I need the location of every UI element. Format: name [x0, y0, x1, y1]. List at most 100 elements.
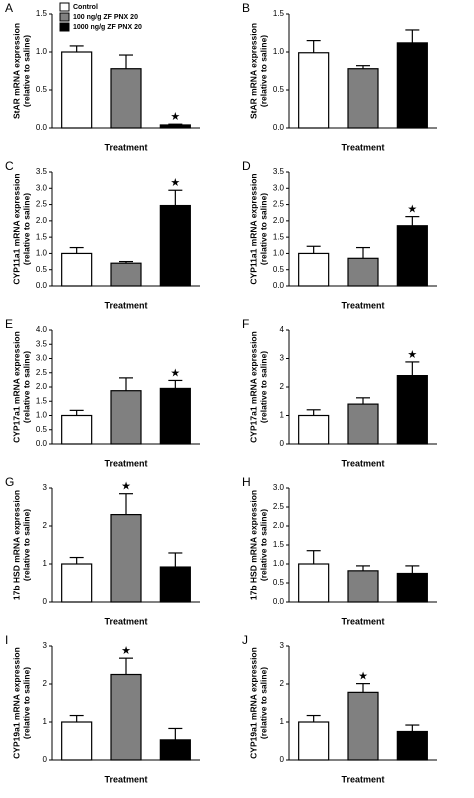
y-tick-label: 0.5 [273, 85, 285, 94]
y-tick-label: 1.0 [273, 559, 285, 568]
legend-label: Control [73, 4, 98, 11]
panel-label: A [5, 1, 13, 15]
bar [347, 691, 379, 761]
panel: B 0.0 0.5 1.0 1.5 StAR mRNA expression (relati… [242, 1, 437, 152]
bar [298, 52, 330, 129]
y-tick-label: 1.5 [273, 232, 285, 241]
y-tick-label: 0.0 [36, 281, 48, 290]
y-axis-label: CYP11a1 mRNA expression [11, 173, 21, 284]
significance-marker: ★ [407, 349, 417, 361]
y-tick-label: 2.5 [36, 368, 48, 377]
x-axis-label: Treatment [104, 458, 147, 468]
x-axis-label: Treatment [104, 616, 147, 626]
y-tick-label: 1.5 [36, 9, 48, 18]
y-axis-label: CYP19a1 mRNA expression [11, 647, 21, 759]
panel-label: D [242, 159, 251, 173]
x-axis-label: Treatment [341, 300, 384, 310]
y-axis-label: (relative to saline) [21, 35, 31, 107]
y-tick-label: 1.5 [36, 396, 48, 405]
bar [61, 563, 93, 603]
y-tick-label: 3.0 [273, 183, 285, 192]
y-tick-label: 3.5 [36, 339, 48, 348]
y-axis-label: (relative to saline) [21, 667, 31, 739]
panel: C 0.0 0.5 1.0 1.5 2.0 2.5 3.0 3.5 CYP11a1 mRNA ex… [5, 159, 200, 310]
y-axis-label: StAR mRNA expression [11, 23, 21, 119]
y-axis-label: (relative to saline) [21, 351, 31, 423]
significance-marker: ★ [407, 204, 417, 216]
bar [347, 403, 379, 445]
y-axis-label: StAR mRNA expression [248, 23, 258, 119]
y-tick-label: 2 [280, 382, 285, 391]
panel-label: H [242, 475, 251, 489]
bar [110, 262, 142, 287]
y-tick-label: 0.5 [36, 265, 48, 274]
y-axis-label: (relative to saline) [258, 351, 268, 423]
y-tick-label: 1.0 [36, 47, 48, 56]
significance-marker: ★ [121, 645, 131, 657]
significance-marker: ★ [170, 111, 180, 123]
x-axis-label: Treatment [104, 142, 147, 152]
y-tick-label: 3 [280, 641, 285, 650]
y-tick-label: 2.5 [273, 502, 285, 511]
y-tick-label: 2.0 [36, 382, 48, 391]
bar [396, 375, 428, 445]
y-axis-label: (relative to saline) [258, 509, 268, 581]
bar [61, 252, 93, 287]
y-tick-label: 2.0 [273, 216, 285, 225]
y-tick-label: 3.0 [36, 183, 48, 192]
x-axis-label: Treatment [341, 142, 384, 152]
bar [61, 414, 93, 445]
bar [110, 68, 142, 129]
y-axis-label: CYP17a1 mRNA expression [11, 331, 21, 443]
panel-label: I [5, 633, 8, 647]
y-axis-label: CYP19a1 mRNA expression [248, 647, 258, 759]
panel: A 0.0 0.5 1.0 1.5 StAR mRNA expression (relati… [5, 1, 200, 152]
significance-marker: ★ [358, 671, 368, 683]
y-tick-label: 1 [280, 717, 285, 726]
panel-label: E [5, 317, 13, 331]
y-axis-label: CYP17a1 mRNA expression [248, 331, 258, 443]
x-axis-label: Treatment [341, 774, 384, 784]
y-tick-label: 0.5 [36, 425, 48, 434]
y-tick-label: 3.5 [36, 167, 48, 176]
bar [298, 563, 330, 603]
bar [298, 721, 330, 761]
x-axis-label: Treatment [341, 458, 384, 468]
y-tick-label: 1 [43, 559, 48, 568]
legend-swatch [59, 12, 70, 22]
bar [396, 572, 428, 603]
legend-swatch [59, 22, 70, 32]
panel-label: G [5, 475, 14, 489]
bar [159, 124, 191, 129]
y-tick-label: 2.0 [273, 521, 285, 530]
y-tick-label: 0.0 [36, 439, 48, 448]
bar [396, 730, 428, 761]
x-axis-label: Treatment [104, 774, 147, 784]
panel: E 0.0 0.5 1.0 1.5 2.0 2.5 3.0 3.5 4.0 CYP17a1 mRNA… [5, 317, 200, 468]
y-tick-label: 2.5 [36, 200, 48, 209]
x-axis-label: Treatment [104, 300, 147, 310]
y-axis-label: (relative to saline) [21, 193, 31, 265]
y-tick-label: 0.0 [273, 597, 285, 606]
bar [396, 42, 428, 129]
y-tick-label: 0.0 [273, 281, 285, 290]
bar [347, 257, 379, 287]
panel: G 0 1 2 3 17b HSD mRNA expression (relative to… [5, 475, 200, 626]
bar [396, 225, 428, 287]
y-tick-label: 1.0 [273, 47, 285, 56]
bar [159, 204, 191, 287]
panel: D 0.0 0.5 1.0 1.5 2.0 2.5 3.0 3.5 CYP11a1 mRNA ex… [242, 159, 437, 310]
y-tick-label: 0.0 [36, 123, 48, 132]
y-tick-label: 1.0 [273, 249, 285, 258]
y-tick-label: 0.0 [273, 123, 285, 132]
y-tick-label: 3 [280, 354, 285, 363]
y-tick-label: 0 [280, 755, 285, 764]
bar [298, 252, 330, 287]
significance-marker: ★ [170, 367, 180, 379]
bar [110, 390, 142, 445]
y-tick-label: 2.0 [36, 216, 48, 225]
bar [159, 387, 191, 445]
y-tick-label: 1.5 [273, 540, 285, 549]
x-axis-label: Treatment [341, 616, 384, 626]
